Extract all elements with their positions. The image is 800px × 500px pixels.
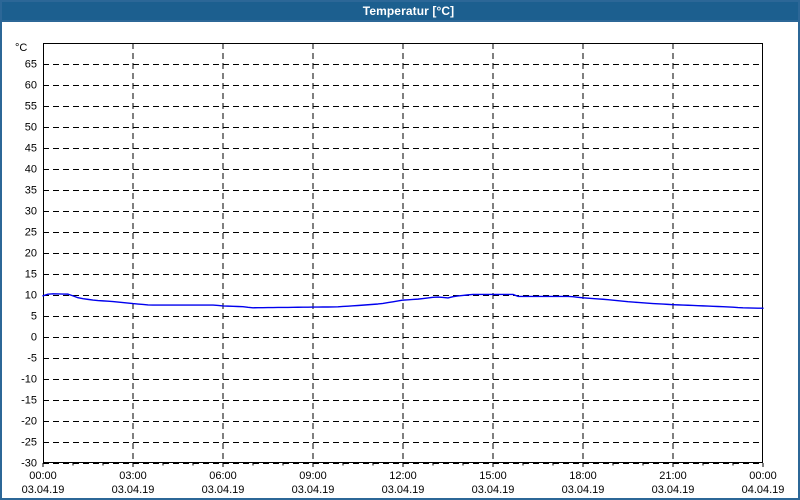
svg-text:03.04.19: 03.04.19: [202, 484, 245, 496]
svg-text:15:00: 15:00: [479, 470, 507, 482]
svg-text:00:00: 00:00: [749, 470, 777, 482]
svg-text:35: 35: [25, 185, 37, 197]
svg-text:03:00: 03:00: [119, 470, 147, 482]
svg-text:03.04.19: 03.04.19: [382, 484, 425, 496]
svg-text:03.04.19: 03.04.19: [652, 484, 695, 496]
svg-text:03.04.19: 03.04.19: [22, 484, 65, 496]
svg-text:03.04.19: 03.04.19: [292, 484, 335, 496]
svg-text:65: 65: [25, 59, 37, 71]
svg-text:00:00: 00:00: [29, 470, 57, 482]
svg-text:40: 40: [25, 164, 37, 176]
svg-text:21:00: 21:00: [659, 470, 687, 482]
svg-text:5: 5: [31, 311, 37, 323]
svg-text:18:00: 18:00: [569, 470, 597, 482]
svg-text:0: 0: [31, 332, 37, 344]
svg-text:-15: -15: [21, 395, 37, 407]
svg-text:20: 20: [25, 248, 37, 260]
svg-text:06:00: 06:00: [209, 470, 237, 482]
svg-text:03.04.19: 03.04.19: [472, 484, 515, 496]
svg-text:45: 45: [25, 143, 37, 155]
svg-text:50: 50: [25, 122, 37, 134]
svg-text:-20: -20: [21, 416, 37, 428]
svg-text:°C: °C: [15, 42, 27, 54]
svg-text:-30: -30: [21, 458, 37, 470]
svg-text:-25: -25: [21, 437, 37, 449]
svg-text:03.04.19: 03.04.19: [112, 484, 155, 496]
svg-text:10: 10: [25, 290, 37, 302]
svg-text:60: 60: [25, 80, 37, 92]
svg-text:04.04.19: 04.04.19: [742, 484, 785, 496]
svg-text:-5: -5: [27, 353, 37, 365]
svg-text:-10: -10: [21, 374, 37, 386]
svg-text:25: 25: [25, 227, 37, 239]
svg-text:30: 30: [25, 206, 37, 218]
svg-text:09:00: 09:00: [299, 470, 327, 482]
svg-text:55: 55: [25, 101, 37, 113]
svg-text:15: 15: [25, 269, 37, 281]
svg-text:12:00: 12:00: [389, 470, 417, 482]
svg-text:03.04.19: 03.04.19: [562, 484, 605, 496]
